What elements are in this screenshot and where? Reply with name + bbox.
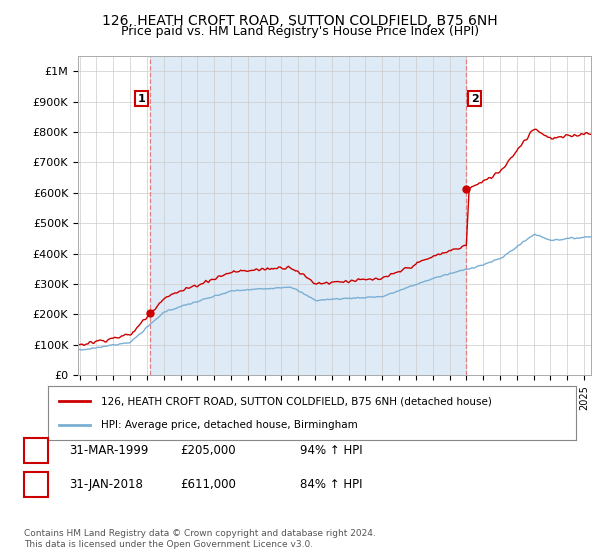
Text: HPI: Average price, detached house, Birmingham: HPI: Average price, detached house, Birm… [101, 419, 358, 430]
Text: 94% ↑ HPI: 94% ↑ HPI [300, 444, 362, 458]
Text: 1: 1 [137, 94, 145, 104]
Text: 31-JAN-2018: 31-JAN-2018 [69, 478, 143, 491]
Text: 2: 2 [32, 478, 40, 491]
Text: Contains HM Land Registry data © Crown copyright and database right 2024.
This d: Contains HM Land Registry data © Crown c… [24, 529, 376, 549]
Bar [150, 56, 466, 375]
Text: Price paid vs. HM Land Registry's House Price Index (HPI): Price paid vs. HM Land Registry's House … [121, 25, 479, 38]
Text: £205,000: £205,000 [180, 444, 236, 458]
Text: 31-MAR-1999: 31-MAR-1999 [69, 444, 148, 458]
Text: £611,000: £611,000 [180, 478, 236, 491]
Text: 84% ↑ HPI: 84% ↑ HPI [300, 478, 362, 491]
Text: 2: 2 [471, 94, 479, 104]
Text: 126, HEATH CROFT ROAD, SUTTON COLDFIELD, B75 6NH (detached house): 126, HEATH CROFT ROAD, SUTTON COLDFIELD,… [101, 396, 491, 407]
Text: 1: 1 [32, 444, 40, 458]
Text: 126, HEATH CROFT ROAD, SUTTON COLDFIELD, B75 6NH: 126, HEATH CROFT ROAD, SUTTON COLDFIELD,… [102, 14, 498, 28]
